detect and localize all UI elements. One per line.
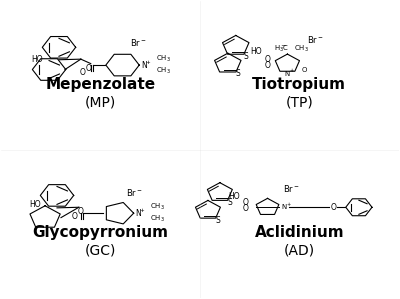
Text: N: N [282,204,287,210]
Text: O: O [331,203,337,212]
Text: HO: HO [250,47,262,56]
Text: O: O [80,68,86,77]
Text: +: + [289,68,294,73]
Text: Br$^-$: Br$^-$ [283,182,300,193]
Text: ~: ~ [280,43,286,49]
Text: Br$^-$: Br$^-$ [307,34,324,45]
Text: O: O [243,198,249,207]
Text: (AD): (AD) [284,243,315,257]
Text: Glycopyrronium: Glycopyrronium [33,225,169,240]
Text: O: O [264,61,270,70]
Text: N: N [285,71,290,77]
Text: HO: HO [228,192,240,202]
Text: HO: HO [30,200,41,209]
Text: (MP): (MP) [85,95,116,109]
Text: CH$_3$: CH$_3$ [150,202,165,212]
Text: S: S [216,216,220,225]
Text: CH$_3$: CH$_3$ [156,66,171,76]
Text: S: S [236,69,241,78]
Text: CH$_3$: CH$_3$ [156,54,171,64]
Text: CH$_3$: CH$_3$ [294,44,309,54]
Text: H$_3$C: H$_3$C [274,44,289,54]
Text: Mepenzolate: Mepenzolate [46,77,156,92]
Text: N: N [141,61,147,70]
Text: CH$_3$: CH$_3$ [150,214,165,224]
Text: Aclidinium: Aclidinium [254,225,344,240]
Text: Tiotropium: Tiotropium [252,77,346,92]
Text: O: O [72,212,78,221]
Text: O: O [86,64,92,73]
Text: Br$^-$: Br$^-$ [130,37,147,48]
Text: O: O [243,204,249,213]
Text: +: + [145,60,150,65]
Text: +: + [140,208,144,213]
Text: S: S [244,52,249,61]
Text: S: S [228,198,232,207]
Text: O: O [264,55,270,64]
Text: +: + [286,202,290,207]
Text: O: O [78,207,84,216]
Text: Br$^-$: Br$^-$ [126,187,143,198]
Text: (GC): (GC) [85,243,116,257]
Text: N: N [136,209,142,218]
Text: O: O [301,66,307,73]
Text: (TP): (TP) [286,95,313,109]
Text: HO: HO [32,55,43,64]
